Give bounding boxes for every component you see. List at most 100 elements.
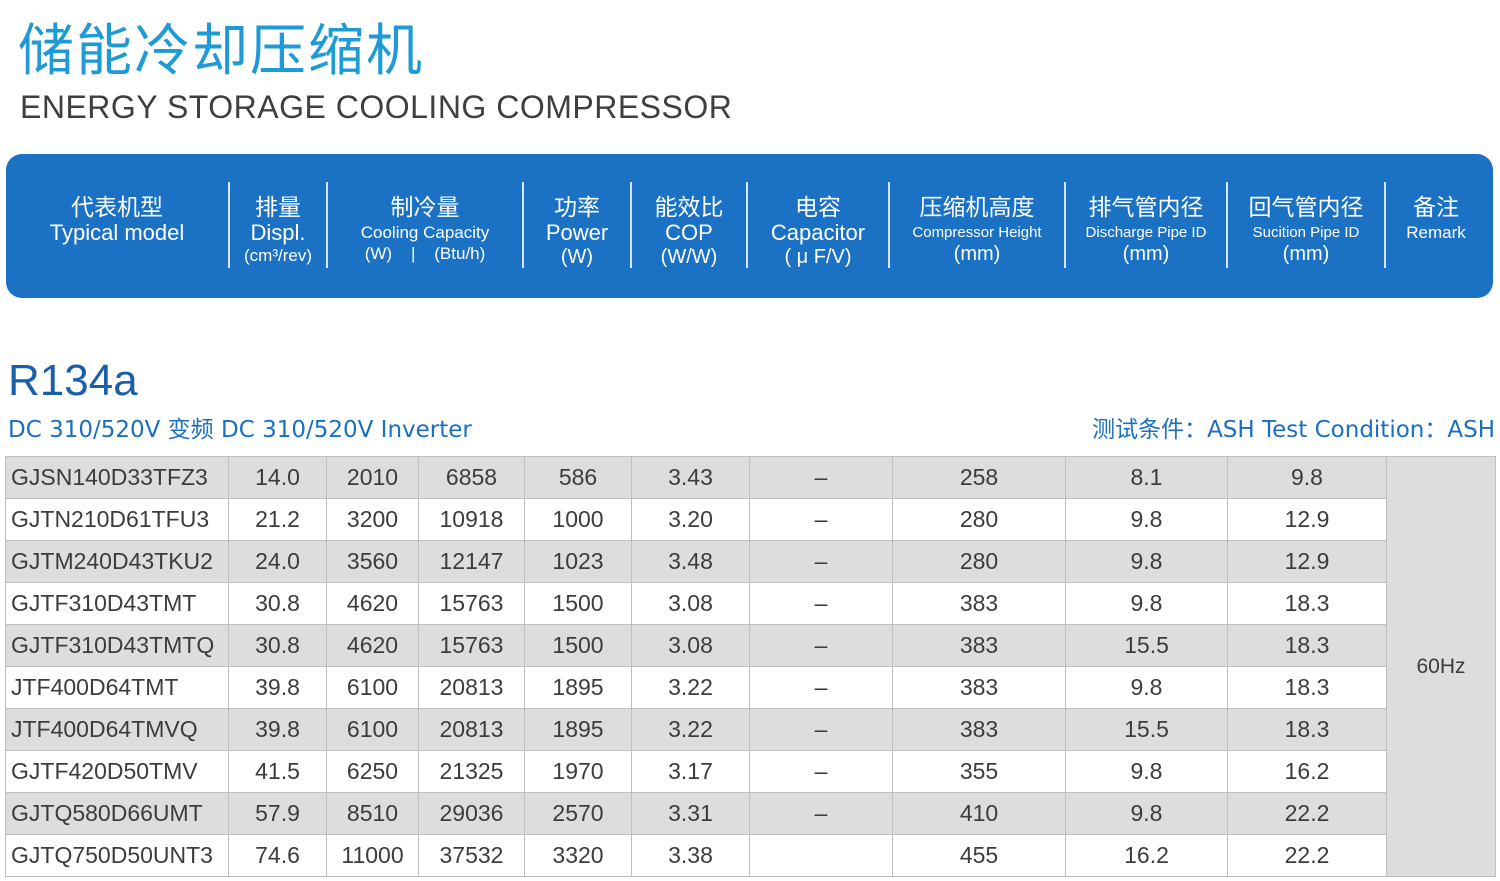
capacity-w-cell: 2010 (326, 456, 419, 499)
header-cap-unit: (W) | (Btu/h) (364, 243, 486, 263)
model-cell: GJTM240D43TKU2 (5, 540, 229, 583)
power-cell: 586 (524, 456, 632, 499)
displacement-cell: 41.5 (228, 750, 327, 793)
header-cop-en: COP (665, 220, 713, 246)
suction-pipe-cell: 12.9 (1227, 540, 1387, 583)
discharge-pipe-cell: 9.8 (1065, 750, 1228, 793)
suction-pipe-cell: 18.3 (1227, 708, 1387, 751)
cop-cell: 3.17 (631, 750, 750, 793)
model-cell: GJTF310D43TMT (5, 582, 229, 625)
table-row: JTF400D64TMVQ 39.8 6100 20813 1895 3.22–383 15… (5, 708, 1496, 751)
compressor-spec-table: GJSN140D33TFZ3 14.0 2010 6858 586 3.43–258 8.1… (5, 456, 1496, 877)
header-compressor-height: 压缩机高度 Compressor Height (mm) (890, 182, 1064, 274)
model-cell: JTF400D64TMT (5, 666, 229, 709)
cop-cell: 3.48 (631, 540, 750, 583)
table-row: JTF400D64TMT 39.8 6100 20813 1895 3.22–383 9.8… (5, 666, 1496, 709)
cop-cell: 3.20 (631, 498, 750, 541)
capacity-w-cell: 3200 (326, 498, 419, 541)
header-discharge-pipe: 排气管内径 Discharge Pipe ID (mm) (1066, 182, 1226, 274)
capacity-btu-cell: 29036 (418, 792, 525, 835)
discharge-pipe-cell: 16.2 (1065, 834, 1228, 877)
header-displ-unit: (cm³/rev) (244, 246, 312, 266)
header-divider (746, 182, 748, 268)
table-row: GJTM240D43TKU2 24.0 3560 12147 1023 3.48–280 9… (5, 540, 1496, 583)
table-row: GJTF310D43TMTQ 30.8 4620 15763 1500 3.08–383 1… (5, 624, 1496, 667)
discharge-pipe-cell: 9.8 (1065, 498, 1228, 541)
displacement-cell: 24.0 (228, 540, 327, 583)
displacement-cell: 57.9 (228, 792, 327, 835)
height-cell: 383 (892, 708, 1066, 751)
capacity-btu-cell: 20813 (418, 708, 525, 751)
capacitor-cell (749, 834, 893, 877)
capacity-btu-cell: 15763 (418, 624, 525, 667)
voltage-inverter-label: DC 310/520V 变频 DC 310/520V Inverter (8, 417, 472, 443)
header-cop-cn: 能效比 (654, 195, 724, 221)
header-discharge-cn: 排气管内径 (1088, 195, 1204, 221)
displacement-cell: 14.0 (228, 456, 327, 499)
header-remark: 备注 Remark (1386, 182, 1486, 274)
capacity-w-cell: 6100 (326, 708, 419, 751)
page-title-chinese: 储能冷却压缩机 (18, 19, 424, 84)
discharge-pipe-cell: 8.1 (1065, 456, 1228, 499)
table-row: GJTQ580D66UMT 57.9 8510 29036 2570 3.31–410 9.… (5, 792, 1496, 835)
capacity-btu-cell: 20813 (418, 666, 525, 709)
header-cap-en: Cooling Capacity (360, 223, 490, 243)
discharge-pipe-cell: 15.5 (1065, 708, 1228, 751)
header-divider (1384, 182, 1386, 268)
header-capacitor-cn: 电容 (795, 195, 841, 221)
suction-pipe-cell: 16.2 (1227, 750, 1387, 793)
suction-pipe-cell: 22.2 (1227, 792, 1387, 835)
header-suction-pipe: 回气管内径 Sucition Pipe ID (mm) (1228, 182, 1384, 274)
column-header-bar: 代表机型 Typical model 排量 Displ. (cm³/rev) 制… (6, 154, 1493, 298)
table-row: GJTQ750D50UNT3 74.6 11000 37532 3320 3.38 455 1… (5, 834, 1496, 877)
capacity-w-cell: 3560 (326, 540, 419, 583)
suction-pipe-cell: 9.8 (1227, 456, 1387, 499)
header-height-cn: 压缩机高度 (919, 195, 1035, 221)
displacement-cell: 30.8 (228, 582, 327, 625)
header-cop-unit: (W/W) (660, 246, 718, 269)
height-cell: 383 (892, 582, 1066, 625)
power-cell: 1970 (524, 750, 632, 793)
header-divider (1064, 182, 1066, 268)
capacity-w-cell: 8510 (326, 792, 419, 835)
discharge-pipe-cell: 9.8 (1065, 792, 1228, 835)
capacity-btu-cell: 6858 (418, 456, 525, 499)
capacity-w-cell: 4620 (326, 624, 419, 667)
header-cop: 能效比 COP (W/W) (632, 182, 746, 274)
discharge-pipe-cell: 9.8 (1065, 666, 1228, 709)
cop-cell: 3.22 (631, 666, 750, 709)
capacity-btu-cell: 15763 (418, 582, 525, 625)
header-displacement: 排量 Displ. (cm³/rev) (230, 182, 326, 274)
table-row: GJTN210D61TFU3 21.2 3200 10918 1000 3.20–280 9… (5, 498, 1496, 541)
suction-pipe-cell: 18.3 (1227, 624, 1387, 667)
header-divider (888, 182, 890, 268)
cop-cell: 3.31 (631, 792, 750, 835)
suction-pipe-cell: 22.2 (1227, 834, 1387, 877)
table-row: GJSN140D33TFZ3 14.0 2010 6858 586 3.43–258 8.1… (5, 456, 1496, 877)
model-cell: GJTQ580D66UMT (5, 792, 229, 835)
capacitor-cell: – (749, 792, 893, 835)
capacitor-cell: – (749, 624, 893, 667)
height-cell: 280 (892, 540, 1066, 583)
capacity-w-cell: 11000 (326, 834, 419, 877)
capacitor-cell: – (749, 582, 893, 625)
header-discharge-en: Discharge Pipe ID (1085, 224, 1207, 242)
capacitor-cell: – (749, 750, 893, 793)
discharge-pipe-cell: 15.5 (1065, 624, 1228, 667)
header-cap-cn: 制冷量 (390, 195, 460, 221)
cop-cell: 3.43 (631, 456, 750, 499)
header-divider (630, 182, 632, 268)
displacement-cell: 21.2 (228, 498, 327, 541)
header-divider (522, 182, 524, 268)
height-cell: 355 (892, 750, 1066, 793)
table-row: GJTF420D50TMV 41.5 6250 21325 1970 3.17–355 9.… (5, 750, 1496, 793)
header-remark-en: Remark (1406, 223, 1466, 243)
height-cell: 455 (892, 834, 1066, 877)
capacity-w-cell: 6100 (326, 666, 419, 709)
header-height-unit: (mm) (953, 242, 1001, 265)
capacity-btu-cell: 10918 (418, 498, 525, 541)
capacity-w-cell: 6250 (326, 750, 419, 793)
header-model-cn: 代表机型 (71, 195, 163, 221)
discharge-pipe-cell: 9.8 (1065, 540, 1228, 583)
capacity-btu-cell: 21325 (418, 750, 525, 793)
